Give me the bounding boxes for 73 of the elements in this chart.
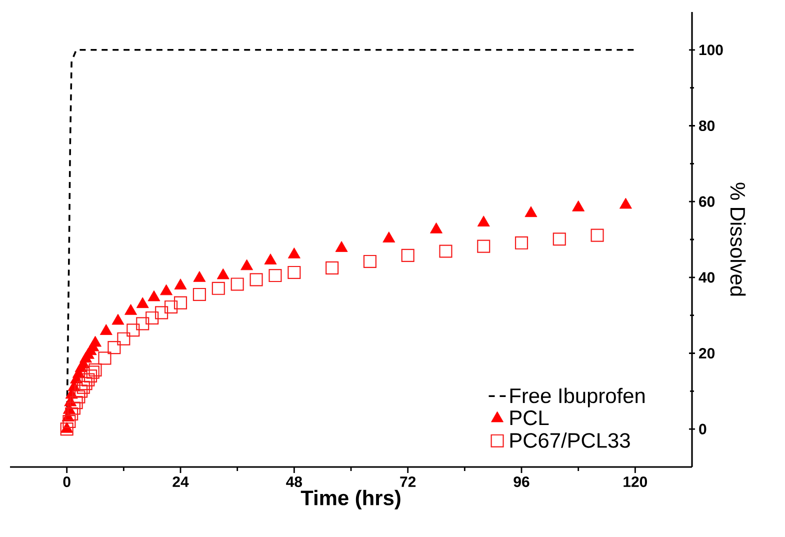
point [62, 414, 76, 428]
point [72, 390, 86, 404]
point [401, 248, 414, 262]
point [117, 332, 130, 346]
point [148, 290, 160, 302]
point [174, 278, 187, 290]
point [164, 300, 178, 314]
point [124, 304, 138, 315]
point [552, 232, 566, 246]
point [108, 341, 121, 354]
x-axis-title: Time (hrs) [300, 490, 400, 510]
point [477, 240, 490, 253]
point [192, 288, 206, 302]
legend-label: Free Ibuprofen [510, 388, 645, 408]
y-axis-title: % Dissolved [730, 182, 746, 296]
point [65, 407, 78, 420]
point [86, 366, 100, 379]
point [430, 222, 442, 234]
point [79, 377, 92, 390]
point [514, 236, 528, 250]
point [524, 206, 538, 218]
legend-label: PCL [510, 410, 549, 426]
point [590, 228, 604, 242]
x-tick-label: 0 [63, 476, 70, 488]
point [174, 296, 188, 310]
point [240, 259, 254, 270]
point [439, 244, 452, 258]
point [67, 402, 80, 415]
point [88, 363, 102, 376]
point [155, 306, 168, 320]
y-tick-label: 100 [699, 44, 723, 56]
point [84, 369, 98, 383]
point [326, 261, 339, 274]
x-tick-label: 48 [286, 476, 302, 488]
x-tick-label: 120 [624, 476, 648, 488]
point [572, 200, 585, 212]
point [288, 266, 301, 280]
legend-label: PC67/PCL33 [510, 432, 630, 448]
point [382, 232, 396, 242]
x-tick-label: 24 [172, 476, 189, 487]
point [335, 241, 348, 252]
x-tick-label: 96 [514, 476, 530, 488]
point [98, 352, 112, 365]
point [250, 273, 263, 286]
point [136, 317, 150, 330]
point [264, 254, 277, 264]
point [619, 198, 632, 209]
y-tick-label: 0 [699, 424, 706, 434]
point [363, 254, 376, 268]
y-tick-label: 80 [698, 120, 715, 132]
point [230, 278, 244, 291]
point [126, 324, 140, 337]
point [288, 247, 300, 258]
point [89, 336, 102, 347]
point [76, 380, 90, 394]
point [146, 311, 159, 325]
point [216, 268, 230, 280]
point [193, 271, 206, 282]
point [74, 384, 88, 398]
point [82, 373, 95, 386]
x-tick-label: 72 [400, 476, 416, 487]
point [60, 422, 74, 436]
point [477, 216, 490, 226]
y-tick-label: 60 [699, 196, 715, 207]
point [100, 324, 112, 335]
point [112, 314, 124, 325]
y-tick-label: 20 [699, 348, 715, 359]
y-tick-label: 40 [698, 272, 715, 283]
point [268, 268, 282, 282]
point [70, 396, 83, 410]
point [160, 284, 173, 296]
point [136, 297, 149, 308]
point [212, 282, 225, 295]
